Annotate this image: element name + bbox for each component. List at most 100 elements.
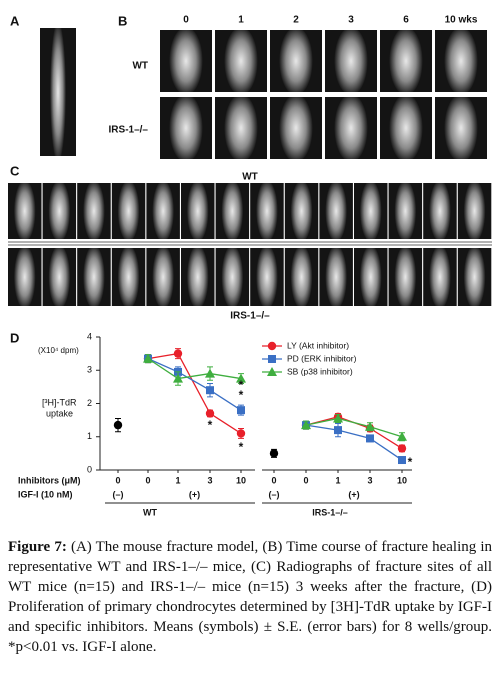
radiograph-bone (290, 248, 313, 306)
marker (237, 406, 245, 415)
radiograph-bone (169, 97, 203, 159)
group-label: WT (143, 507, 157, 517)
column-label: 6 (403, 15, 409, 26)
panel-label: D (10, 330, 19, 345)
radiograph-bone (50, 28, 66, 156)
radiograph-bone (325, 183, 347, 239)
panel-label: B (118, 13, 127, 28)
radiograph-bone (389, 30, 423, 92)
panel-label: A (10, 13, 20, 28)
radiograph-bone (152, 248, 174, 306)
igf-label: (–) (269, 489, 280, 499)
series-line (147, 358, 403, 438)
marker (267, 367, 277, 376)
row-label: WT (132, 61, 148, 72)
marker (366, 434, 374, 443)
legend-label: PD (ERK inhibitor) (287, 353, 357, 363)
figure: A B WT IRS-1–/– C WT IRS-1–/– D (X10⁴ dp… (8, 13, 492, 517)
radiograph-bone (83, 183, 105, 239)
marker (397, 444, 407, 453)
x-row-label: Inhibitors (μM) (18, 475, 81, 485)
x-tick-label: 0 (303, 475, 308, 485)
y-tick-label: 2 (87, 398, 92, 408)
row-label: IRS-1–/– (230, 311, 270, 322)
x-tick-label: 0 (271, 475, 276, 485)
panel-label: C (10, 163, 20, 178)
marker (236, 429, 246, 438)
marker (334, 426, 342, 435)
radiograph-bone (48, 183, 71, 239)
y-tick-label: 4 (87, 331, 92, 341)
significance: * (208, 418, 213, 432)
x-tick-label: 3 (367, 475, 372, 485)
igf-label: (–) (113, 489, 124, 499)
radiograph-bone (14, 183, 36, 239)
significance: * (239, 378, 244, 392)
x-tick-label: 1 (175, 475, 180, 485)
caption-text: (A) The mouse fracture model, (B) Time c… (8, 539, 493, 655)
marker (398, 456, 406, 465)
radiograph-bone (444, 30, 478, 92)
column-label: 3 (348, 15, 354, 26)
radiograph-bone (83, 248, 105, 306)
x-tick-label: 1 (335, 475, 340, 485)
row-label: WT (242, 172, 258, 183)
x-tick-label: 3 (207, 475, 212, 485)
legend-label: LY (Akt inhibitor) (287, 340, 349, 350)
marker (236, 373, 246, 383)
marker (333, 413, 343, 423)
x-tick-label: 0 (115, 475, 120, 485)
significance: * (239, 388, 244, 402)
y-label: [³H]-TdR (42, 397, 77, 407)
radiograph-bone (48, 248, 71, 306)
radiograph-bone (256, 183, 278, 239)
radiograph-bone (279, 97, 313, 159)
radiograph-bone (256, 248, 278, 306)
control-marker (269, 449, 279, 458)
y-tick-label: 3 (87, 365, 92, 375)
marker (268, 355, 276, 363)
y-label: uptake (46, 408, 73, 418)
radiograph-bone (279, 30, 313, 92)
radiograph-bone (360, 248, 382, 306)
marker (267, 341, 277, 351)
marker (397, 431, 407, 441)
column-label: 1 (238, 15, 244, 26)
radiograph-bone (429, 183, 451, 239)
igf-label: (+) (189, 489, 200, 499)
radiograph-bone (389, 97, 423, 159)
radiograph-bone (152, 183, 174, 239)
radiograph-bone (394, 248, 417, 306)
row-label: IRS-1–/– (109, 125, 149, 136)
marker (206, 386, 214, 395)
y-tick-label: 0 (87, 464, 92, 474)
marker (365, 421, 375, 431)
radiograph-bone (14, 248, 36, 306)
significance: * (239, 440, 244, 454)
x-tick-label: 0 (145, 475, 150, 485)
radiograph-bone (394, 183, 417, 239)
marker (205, 368, 215, 378)
radiograph-bone (224, 30, 258, 92)
radiograph-bone (325, 248, 347, 306)
caption: Figure 7: (A) The mouse fracture model, … (8, 537, 492, 657)
radiograph-bone (360, 183, 382, 239)
radiograph-bone (429, 248, 451, 306)
y-tick-label: 1 (87, 431, 92, 441)
marker (173, 373, 183, 383)
column-label: 0 (183, 15, 189, 26)
legend-label: SB (p38 inhibitor) (287, 366, 353, 376)
x-tick-label: 10 (397, 475, 407, 485)
group-label: IRS-1–/– (312, 507, 348, 517)
igf-label: (+) (348, 489, 359, 499)
radiograph-bone (334, 97, 368, 159)
radiograph-bone (117, 183, 140, 239)
series-line (147, 352, 403, 449)
caption-label: Figure 7: (8, 539, 67, 555)
marker (173, 349, 183, 358)
significance: * (408, 455, 413, 469)
column-label: 10 wks (445, 15, 478, 26)
radiograph-bone (187, 183, 209, 239)
radiograph-bone (187, 248, 209, 306)
